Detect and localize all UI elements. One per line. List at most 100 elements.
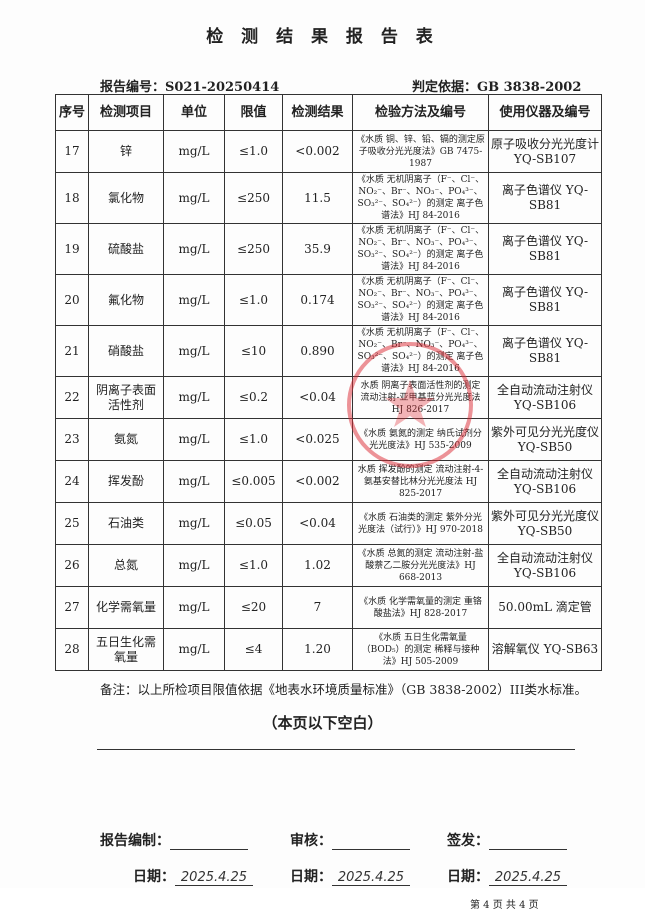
table-cell: 《水质 无机阴离子（F⁻、Cl⁻、NO₂⁻、Br⁻、NO₃⁻、PO₄³⁻、SO₃… (352, 172, 489, 224)
table-cell: ≤250 (224, 172, 283, 224)
table-cell: 紫外可见分光光度仪 YQ-SB50 (488, 502, 602, 545)
table-cell: 1.20 (282, 628, 353, 671)
table-cell: ≤4 (224, 628, 283, 671)
table-cell: 35.9 (282, 223, 353, 275)
table-cell: 《水质 无机阴离子（F⁻、Cl⁻、NO₂⁻、Br⁻、NO₃⁻、PO₄³⁻、SO₃… (352, 223, 489, 275)
report-body: 序号 检测项目 单位 限值 检测结果 检验方法及编号 使用仪器及编号 17 锌 mg/L ≤1.0… (0, 94, 645, 923)
table-cell: mg/L (163, 460, 225, 503)
table-cell: 氨氮 (88, 418, 164, 461)
table-cell: 全自动流动注射仪 YQ-SB106 (488, 544, 602, 587)
table-row: 25 石油类 mg/L ≤0.05 <0.04 《水质 石油类的测定 紫外分光光度法（试行… (55, 502, 602, 545)
table-row: 23 氨氮 mg/L ≤1.0 <0.025 《水质 氨氮的测定 纳氏试剂分光光度法》HJ… (55, 418, 602, 461)
table-cell: 《水质 化学需氧量的测定 重铬酸盐法》HJ 828-2017 (352, 586, 489, 629)
table-cell: 《水质 氨氮的测定 纳氏试剂分光光度法》HJ 535-2009 (352, 418, 489, 461)
table-cell: 氯化物 (88, 172, 164, 224)
table-cell: <0.025 (282, 418, 353, 461)
table-row: 18 氯化物 mg/L ≤250 11.5 《水质 无机阴离子（F⁻、Cl⁻、NO₂⁻、B… (55, 172, 602, 224)
table-cell: mg/L (163, 325, 225, 377)
table-cell: 28 (55, 628, 89, 671)
table-row: 24 挥发酚 mg/L ≤0.005 <0.002 水质 挥发酚的测定 流动注射-4-氨基… (55, 460, 602, 503)
table-cell: mg/L (163, 376, 225, 419)
table-cell: 1.02 (282, 544, 353, 587)
column-header: 检验方法及编号 (352, 94, 489, 131)
table-cell: <0.04 (282, 376, 353, 419)
table-cell: mg/L (163, 544, 225, 587)
table-cell: ≤20 (224, 586, 283, 629)
table-cell: 挥发酚 (88, 460, 164, 503)
remark: 备注：以上所检项目限值依据《地表水环境质量标准》（GB 3838-2002）II… (100, 682, 588, 697)
table-header: 序号 检测项目 单位 限值 检测结果 检验方法及编号 使用仪器及编号 (55, 94, 602, 131)
table-cell: 全自动流动注射仪 YQ-SB106 (488, 376, 602, 419)
table-cell: 《水质 无机阴离子（F⁻、Cl⁻、NO₂⁻、Br⁻、NO₃⁻、PO₄³⁻、SO₃… (352, 325, 489, 377)
table-cell: 7 (282, 586, 353, 629)
table-cell: 硫酸盐 (88, 223, 164, 275)
column-header: 检测结果 (282, 94, 353, 131)
report-page: 检 测 结 果 报 告 表 报告编号：S021-20250414 判定依据：GB… (55, 27, 602, 911)
table-cell: 23 (55, 418, 89, 461)
table-cell: 《水质 总氮的测定 流动注射-盐酸萘乙二胺分光光度法》HJ 668-2013 (352, 544, 489, 587)
table-cell: <0.002 (282, 130, 353, 173)
results-table: 序号 检测项目 单位 限值 检测结果 检验方法及编号 使用仪器及编号 17 锌 mg/L ≤1.0… (55, 94, 602, 671)
table-cell: 《水质 石油类的测定 紫外分光光度法（试行）》HJ 970-2018 (352, 502, 489, 545)
table-cell: mg/L (163, 586, 225, 629)
table-cell: 石油类 (88, 502, 164, 545)
judgment-basis: 判定依据：GB 3838-2002 (412, 80, 582, 95)
table-cell: 溶解氧仪 YQ-SB63 (488, 628, 602, 671)
table-cell: 总氮 (88, 544, 164, 587)
table-cell: mg/L (163, 130, 225, 173)
table-cell: mg/L (163, 502, 225, 545)
table-cell: ≤0.005 (224, 460, 283, 503)
table-cell: 化学需氧量 (88, 586, 164, 629)
table-cell: 17 (55, 130, 89, 173)
table-cell: 离子色谱仪 YQ-SB81 (488, 223, 602, 275)
table-cell: 离子色谱仪 YQ-SB81 (488, 274, 602, 326)
table-cell: mg/L (163, 274, 225, 326)
table-cell: 水质 挥发酚的测定 流动注射-4-氨基安替比林分光光度法 HJ 825-2017 (352, 460, 489, 503)
table-row: 19 硫酸盐 mg/L ≤250 35.9 《水质 无机阴离子（F⁻、Cl⁻、NO₂⁻、B… (55, 223, 602, 275)
table-cell: 离子色谱仪 YQ-SB81 (488, 325, 602, 377)
table-cell: 18 (55, 172, 89, 224)
table-cell: 0.174 (282, 274, 353, 326)
table-cell: 27 (55, 586, 89, 629)
column-header: 限值 (224, 94, 283, 131)
blank-notice: （本页以下空白） (262, 714, 383, 732)
table-cell: 50.00mL 滴定管 (488, 586, 602, 629)
table-cell: 26 (55, 544, 89, 587)
table-cell: ≤1.0 (224, 544, 283, 587)
table-cell: 五日生化需氧量 (88, 628, 164, 671)
table-cell: ≤10 (224, 325, 283, 377)
table-row: 28 五日生化需氧量 mg/L ≤4 1.20 《水质 五日生化需氧量（BOD₅）的测定 … (55, 628, 602, 671)
column-header: 序号 (55, 94, 89, 131)
table-row: 22 阴离子表面活性剂 mg/L ≤0.2 <0.04 水质 阴离子表面活性剂的测定 流动… (55, 376, 602, 419)
table-cell: 25 (55, 502, 89, 545)
table-cell: <0.002 (282, 460, 353, 503)
table-cell: ≤0.05 (224, 502, 283, 545)
table-cell: 水质 阴离子表面活性剂的测定 流动注射-亚甲基蓝分光光度法HJ 826-2017 (352, 376, 489, 419)
page-number: 第 4 页 共 4 页 (470, 900, 539, 911)
table-cell: 22 (55, 376, 89, 419)
report-number: 报告编号：S021-20250414 (100, 80, 280, 95)
page-title: 检 测 结 果 报 告 表 (206, 27, 439, 47)
table-cell: 硝酸盐 (88, 325, 164, 377)
table-cell: ≤1.0 (224, 130, 283, 173)
table-row: 21 硝酸盐 mg/L ≤10 0.890 《水质 无机阴离子（F⁻、Cl⁻、NO₂⁻、B… (55, 325, 602, 377)
issue-date: 日期： 2025.4.25 (447, 866, 567, 886)
table-cell: ≤250 (224, 223, 283, 275)
column-header: 单位 (163, 94, 225, 131)
table-cell: mg/L (163, 418, 225, 461)
reviewer-sign: 审核： (290, 830, 447, 850)
table-cell: mg/L (163, 223, 225, 275)
column-header: 使用仪器及编号 (488, 94, 602, 131)
table-cell: 《水质 无机阴离子（F⁻、Cl⁻、NO₂⁻、Br⁻、NO₃⁻、PO₄³⁻、SO₃… (352, 274, 489, 326)
table-cell: 21 (55, 325, 89, 377)
table-cell: 11.5 (282, 172, 353, 224)
table-row: 27 化学需氧量 mg/L ≤20 7 《水质 化学需氧量的测定 重铬酸盐法》HJ 828… (55, 586, 602, 629)
table-cell: 原子吸收分光光度计 YQ-SB107 (488, 130, 602, 173)
table-row: 26 总氮 mg/L ≤1.0 1.02 《水质 总氮的测定 流动注射-盐酸萘乙二胺分光光… (55, 544, 602, 587)
table-row: 20 氟化物 mg/L ≤1.0 0.174 《水质 无机阴离子（F⁻、Cl⁻、NO₂⁻、… (55, 274, 602, 326)
table-cell: 离子色谱仪 YQ-SB81 (488, 172, 602, 224)
compile-date: 日期： 2025.4.25 (133, 866, 290, 886)
table-cell: 19 (55, 223, 89, 275)
table-cell: 氟化物 (88, 274, 164, 326)
table-cell: 阴离子表面活性剂 (88, 376, 164, 419)
